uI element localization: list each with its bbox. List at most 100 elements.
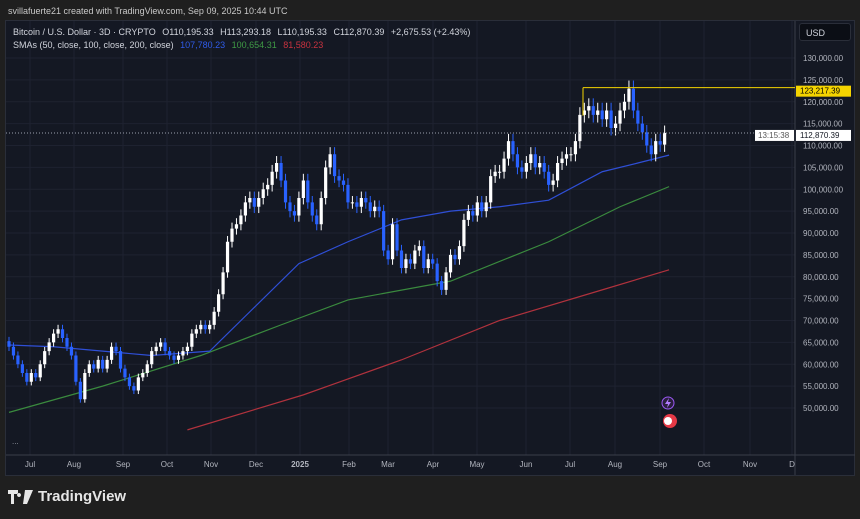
candle-body [453, 254, 457, 260]
candle-body [618, 110, 622, 124]
time-tick-label: D [789, 460, 795, 469]
candle-body [337, 176, 341, 181]
candle-body [25, 373, 29, 382]
symbol-name[interactable]: Bitcoin / U.S. Dollar · 3D · CRYPTO [13, 27, 156, 37]
time-tick-label: Sep [116, 460, 131, 469]
candle-body [640, 123, 644, 133]
high-price-label: 123,217.39 [800, 87, 841, 96]
candle-body [364, 198, 368, 203]
candle-body [377, 206, 381, 212]
sma50-line [8, 154, 670, 357]
price-tick-label: 90,000.00 [803, 229, 839, 238]
sma200-line [187, 269, 670, 431]
symbol-legend: Bitcoin / U.S. Dollar · 3D · CRYPTO O110… [13, 27, 474, 37]
candle-body [498, 171, 502, 173]
candle-body [74, 355, 78, 382]
candle-body [167, 351, 172, 356]
candle-body [413, 250, 417, 264]
candle-body [159, 342, 163, 347]
time-tick-label: Feb [342, 460, 356, 469]
candle-body [310, 202, 314, 216]
candle-body [257, 198, 261, 207]
candle-body [118, 351, 123, 369]
candle-body [645, 132, 649, 146]
candle-body [404, 259, 408, 268]
candle-body [114, 346, 118, 352]
time-tick-label: Sep [653, 460, 668, 469]
lightning-icon [665, 398, 671, 408]
price-change: +2,675.53 (+2.43%) [390, 27, 471, 37]
candle-body [275, 163, 279, 172]
candle-body [368, 202, 372, 212]
price-tick-label: 50,000.00 [803, 404, 839, 413]
candle-body [511, 141, 515, 155]
candle-body [613, 123, 618, 128]
chart-pane[interactable] [5, 20, 855, 476]
candle-body [194, 329, 198, 334]
candle-body [386, 250, 390, 260]
candle-body [65, 338, 69, 347]
candle-body [395, 224, 399, 251]
candle-body [221, 272, 225, 295]
candle-body [279, 163, 283, 181]
candle-body [636, 110, 640, 124]
candle-body [493, 171, 497, 177]
candle-body [105, 359, 109, 369]
candle-body [471, 211, 475, 216]
candle-body [622, 101, 627, 111]
candle-body [555, 163, 560, 181]
price-tick-label: 60,000.00 [803, 360, 839, 369]
candle-body [422, 246, 426, 268]
candle-body [631, 88, 635, 111]
time-tick-label: Oct [161, 460, 174, 469]
price-tick-label: 110,000.00 [803, 142, 843, 151]
price-tick-label: 55,000.00 [803, 382, 839, 391]
candle-body [448, 254, 453, 273]
candle-body [462, 219, 466, 247]
candle-body [609, 110, 613, 128]
candle-body [355, 202, 359, 207]
candle-body [390, 224, 395, 260]
candle-body [382, 211, 386, 251]
candle-body [34, 373, 38, 378]
currency-button[interactable]: USD [799, 23, 851, 41]
price-tick-label: 125,000.00 [803, 76, 844, 85]
time-tick-label: Aug [67, 460, 81, 469]
time-tick-label: Mar [381, 460, 395, 469]
candle-body [266, 184, 270, 190]
candle-body [596, 110, 600, 115]
candle-body [141, 373, 145, 378]
price-tick-label: 65,000.00 [803, 338, 839, 347]
candle-body [560, 158, 564, 163]
candle-body [524, 163, 528, 172]
last-price-label: 112,870.39 [800, 131, 840, 140]
sma100-line [8, 186, 670, 413]
candle-body [564, 154, 569, 159]
us-flag-icon [664, 417, 672, 425]
time-tick-label: Jul [565, 460, 575, 469]
candle-body [185, 346, 189, 352]
candle-body [533, 154, 537, 168]
candle-body [20, 364, 24, 373]
candle-body [288, 202, 292, 212]
price-tick-label: 70,000.00 [803, 317, 839, 326]
candle-body [484, 202, 488, 212]
candle-body [306, 180, 310, 203]
candle-body [605, 110, 609, 120]
candle-body [658, 141, 662, 145]
candle-body [578, 114, 582, 142]
candle-body [350, 202, 355, 204]
sma-label[interactable]: SMAs (50, close, 100, close, 200, close) [13, 40, 174, 50]
more-button[interactable]: ... [12, 437, 19, 446]
candle-body [29, 373, 33, 382]
time-tick-label: Dec [249, 460, 263, 469]
candle-body [426, 259, 430, 268]
candle-body [225, 241, 230, 273]
ohlc-high: H113,293.18 [220, 27, 272, 37]
candle-body [547, 171, 551, 185]
candle-body [248, 198, 252, 203]
candle-body [587, 106, 591, 111]
candle-body [551, 180, 555, 185]
candle-body [431, 259, 435, 264]
